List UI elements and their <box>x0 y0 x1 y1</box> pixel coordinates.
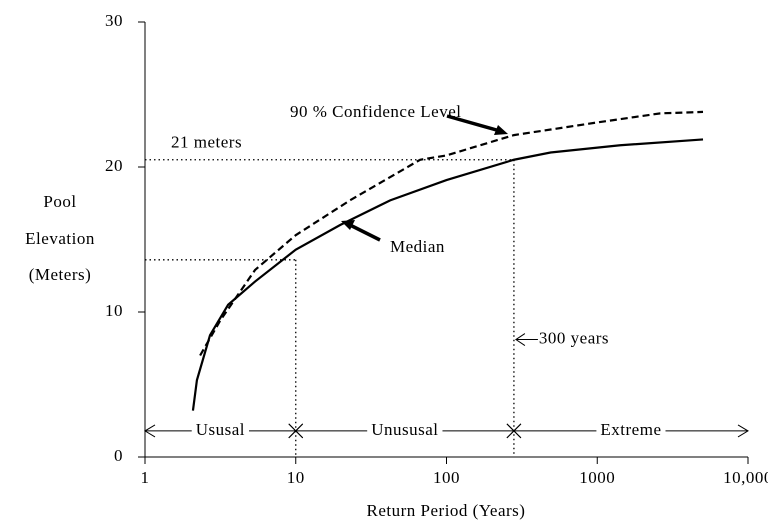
y-axis-label: Elevation <box>25 229 95 248</box>
y-tick-label: 0 <box>114 446 123 465</box>
label-arrow <box>446 114 501 133</box>
annotation-label: 300 years <box>539 328 609 347</box>
series-line <box>191 138 704 411</box>
zone-label: Ususal <box>196 420 245 439</box>
x-tick-label: 10 <box>287 468 305 487</box>
x-axis-label: Return Period (Years) <box>367 501 526 520</box>
x-tick-label: 1000 <box>579 468 615 487</box>
series-line <box>199 110 704 357</box>
zone-label: Extreme <box>600 420 661 439</box>
zone-label-group: Unususal <box>367 419 443 439</box>
zone-label-group: Extreme <box>596 419 666 439</box>
y-axis-label: Pool <box>43 192 76 211</box>
x-tick-label: 1 <box>141 468 150 487</box>
zone-label-group: Ususal <box>191 419 250 439</box>
series-label: 90 % Confidence Level <box>290 102 461 121</box>
zone-label-bg <box>191 419 250 439</box>
zone-label-bg <box>596 419 666 439</box>
annotation-arrowhead <box>515 333 526 346</box>
zone-label-bg <box>367 419 443 439</box>
y-axis-label: (Meters) <box>29 265 92 284</box>
label-arrowhead <box>494 125 508 135</box>
y-tick-label: 10 <box>105 301 123 320</box>
series-label: Median <box>390 237 445 256</box>
x-tick-label: 10,000 <box>723 468 768 487</box>
zone-label: Unususal <box>371 420 438 439</box>
arrowhead <box>737 424 749 438</box>
boundary-cross <box>506 423 522 439</box>
reference-label: 21 meters <box>171 133 242 152</box>
arrowhead <box>144 424 156 438</box>
label-arrow <box>349 223 381 242</box>
label-arrowhead <box>341 220 355 230</box>
x-tick-label: 100 <box>433 468 460 487</box>
boundary-cross <box>288 423 304 439</box>
y-tick-label: 20 <box>105 156 123 175</box>
y-tick-label: 30 <box>105 11 123 30</box>
